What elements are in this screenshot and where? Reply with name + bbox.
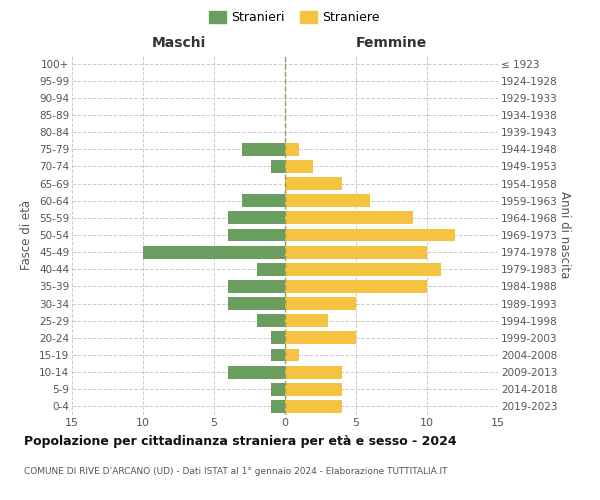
- Bar: [271, 160, 285, 173]
- Bar: [271, 400, 285, 413]
- Bar: [285, 143, 299, 156]
- Bar: [285, 246, 427, 258]
- Bar: [285, 348, 299, 362]
- Bar: [271, 383, 285, 396]
- Bar: [285, 263, 441, 276]
- Bar: [242, 194, 285, 207]
- Bar: [257, 263, 285, 276]
- Bar: [228, 212, 285, 224]
- Y-axis label: Fasce di età: Fasce di età: [20, 200, 34, 270]
- Bar: [285, 212, 413, 224]
- Bar: [242, 143, 285, 156]
- Bar: [257, 314, 285, 327]
- Bar: [271, 348, 285, 362]
- Bar: [285, 297, 356, 310]
- Bar: [271, 332, 285, 344]
- Bar: [285, 160, 313, 173]
- Bar: [228, 297, 285, 310]
- Bar: [228, 228, 285, 241]
- Bar: [285, 400, 342, 413]
- Text: Popolazione per cittadinanza straniera per età e sesso - 2024: Popolazione per cittadinanza straniera p…: [24, 435, 457, 448]
- Bar: [285, 332, 356, 344]
- Bar: [228, 280, 285, 293]
- Bar: [285, 366, 342, 378]
- Bar: [285, 228, 455, 241]
- Bar: [228, 366, 285, 378]
- Text: COMUNE DI RIVE D’ARCANO (UD) - Dati ISTAT al 1° gennaio 2024 - Elaborazione TUTT: COMUNE DI RIVE D’ARCANO (UD) - Dati ISTA…: [24, 468, 448, 476]
- Text: Maschi: Maschi: [151, 36, 206, 50]
- Text: Femmine: Femmine: [356, 36, 427, 50]
- Legend: Stranieri, Straniere: Stranieri, Straniere: [203, 6, 385, 29]
- Bar: [285, 194, 370, 207]
- Bar: [285, 383, 342, 396]
- Bar: [285, 177, 342, 190]
- Bar: [285, 314, 328, 327]
- Bar: [285, 280, 427, 293]
- Y-axis label: Anni di nascita: Anni di nascita: [559, 192, 571, 278]
- Bar: [143, 246, 285, 258]
